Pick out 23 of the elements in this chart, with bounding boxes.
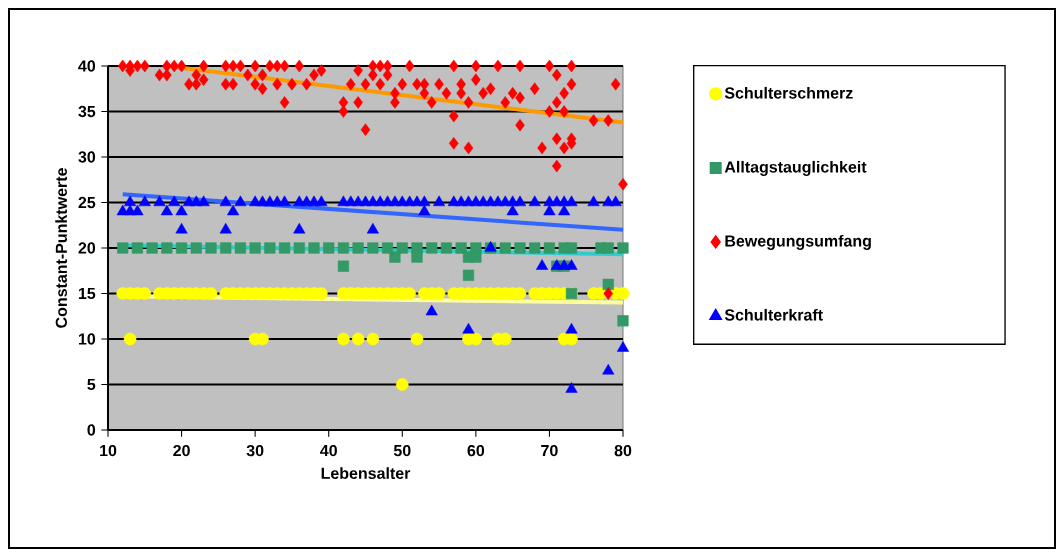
- x-tick-label: 70: [541, 444, 558, 457]
- y-axis-title: Constant-Punktwerte: [55, 168, 67, 328]
- legend-label: Alltagstauglichkeit: [724, 160, 867, 176]
- y-tick-label: 30: [78, 151, 96, 163]
- legend-label: Bewegungsumfang: [725, 234, 871, 250]
- legend-label: Schulterschmerz: [724, 86, 853, 99]
- y-tick-label: 0: [87, 424, 96, 436]
- y-tick-label: 40: [78, 60, 96, 72]
- y-tick-label: 15: [78, 287, 96, 300]
- x-tick-label: 50: [393, 444, 411, 457]
- x-tick-label: 10: [100, 444, 117, 457]
- x-tick-label: 40: [320, 444, 337, 457]
- legend-label: Schulterkraft: [724, 308, 823, 321]
- x-tick-label: 60: [467, 444, 485, 457]
- y-tick-label: 35: [78, 105, 96, 118]
- y-tick-label: 5: [87, 378, 96, 391]
- x-tick-label: 20: [173, 444, 190, 457]
- y-tick-label: 20: [78, 242, 96, 254]
- y-tick-label: 10: [78, 333, 96, 345]
- y-tick-label: 25: [78, 196, 96, 209]
- x-axis-title: Lebensalter: [321, 467, 411, 479]
- x-tick-label: 30: [246, 444, 264, 457]
- x-tick-label: 80: [614, 444, 632, 457]
